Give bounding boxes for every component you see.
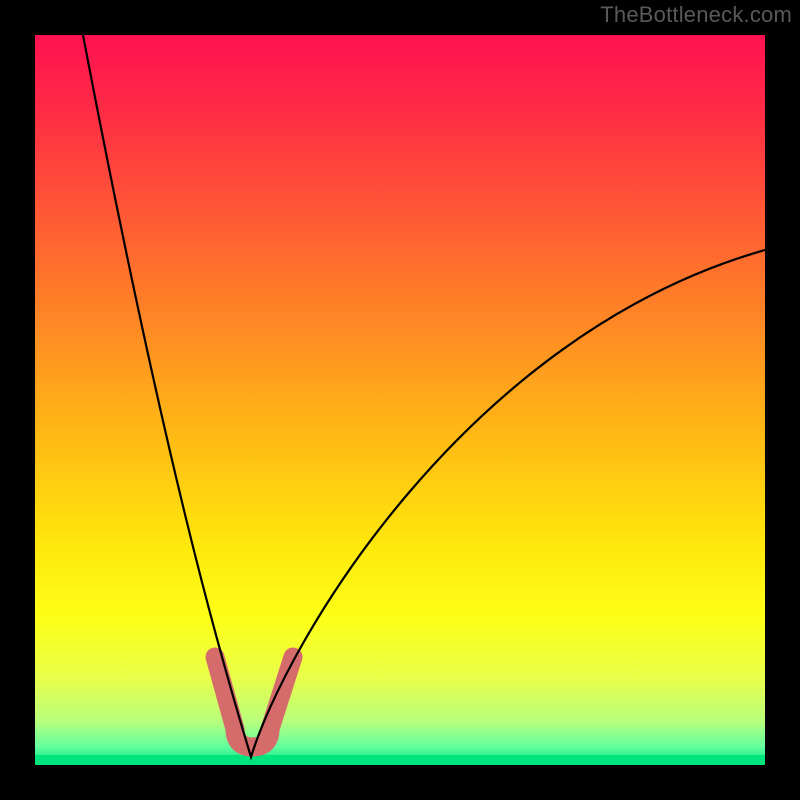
watermark-text: TheBottleneck.com	[600, 2, 792, 28]
chart-frame: TheBottleneck.com	[0, 0, 800, 800]
frame-border-right	[765, 0, 800, 800]
plot-area	[35, 35, 765, 765]
bottom-green-band	[35, 755, 765, 765]
frame-border-left	[0, 0, 35, 800]
gradient-background	[35, 35, 765, 765]
frame-border-bottom	[0, 765, 800, 800]
